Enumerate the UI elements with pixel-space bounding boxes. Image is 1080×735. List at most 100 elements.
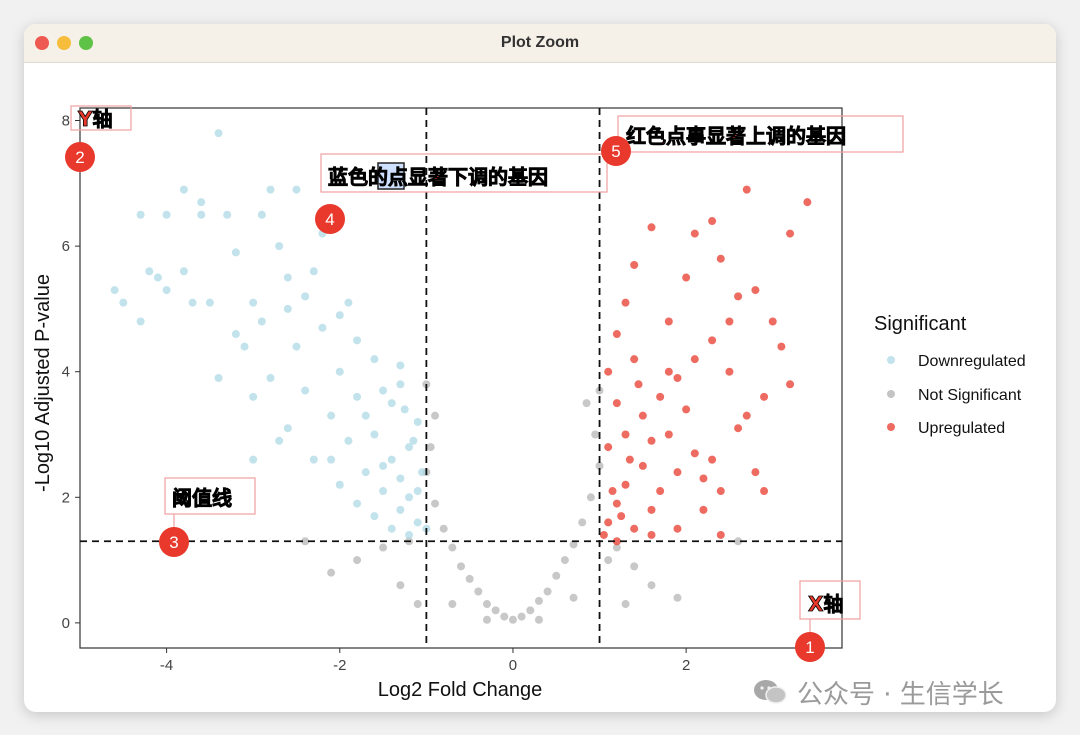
maximize-window-button[interactable] (79, 36, 93, 50)
data-point-downregulated (309, 267, 318, 276)
data-point-upregulated (634, 380, 643, 389)
annotation-blue-points: 蓝色的点显著下调的基因 4 (315, 153, 608, 234)
data-point-upregulated (673, 468, 682, 477)
annotation-label: 蓝色的点显著下调的基因 (328, 165, 548, 189)
legend-label-downregulated: Downregulated (918, 353, 1026, 370)
data-point-downregulated (400, 405, 409, 414)
data-point-upregulated (751, 286, 760, 295)
annotation-box (617, 115, 904, 153)
data-point-not-significant (457, 562, 465, 571)
data-point-downregulated (257, 210, 266, 219)
annotation-number: 1 (805, 638, 814, 657)
close-window-button[interactable] (35, 36, 49, 50)
data-point-downregulated (327, 411, 336, 420)
data-point-upregulated (682, 405, 691, 414)
data-point-upregulated (604, 518, 613, 527)
data-point-downregulated (214, 129, 223, 138)
volcano-plot: -4 -2 0 2 0 2 4 6 8 Log2 Fold Change -Log10 Adju… (32, 105, 1026, 701)
data-point-downregulated (266, 185, 275, 194)
data-point-not-significant (734, 537, 743, 546)
data-point-downregulated (145, 267, 154, 276)
data-point-downregulated (413, 487, 422, 496)
data-point-upregulated (621, 480, 630, 489)
data-point-downregulated (283, 273, 292, 282)
data-point-upregulated (699, 505, 708, 514)
annotation-label: X轴 (808, 592, 843, 616)
data-point-downregulated (179, 185, 188, 194)
data-point-not-significant (448, 543, 457, 552)
data-point-downregulated (162, 210, 171, 219)
minimize-window-button[interactable] (57, 36, 71, 50)
data-point-downregulated (413, 417, 422, 426)
data-point-downregulated (301, 292, 310, 301)
data-point-not-significant (543, 587, 552, 596)
window-title: Plot Zoom (500, 34, 580, 51)
annotation-badge (601, 136, 631, 166)
data-point-not-significant (465, 574, 474, 583)
data-point-not-significant (508, 615, 517, 624)
data-point-upregulated (673, 524, 682, 533)
data-point-not-significant (474, 587, 483, 596)
data-point-downregulated (370, 512, 379, 521)
data-point-not-significant (491, 606, 500, 615)
data-point-not-significant (426, 443, 435, 452)
data-point-upregulated (803, 198, 812, 207)
data-point-upregulated (786, 380, 795, 389)
data-point-upregulated (760, 487, 769, 496)
data-point-downregulated (249, 298, 258, 307)
data-point-downregulated (205, 298, 214, 307)
data-point-upregulated (708, 455, 717, 464)
legend-label-not-significant: Not Significant (918, 387, 1022, 404)
data-point-downregulated (344, 298, 353, 307)
data-point-downregulated (418, 468, 427, 477)
data-point-not-significant (595, 461, 604, 470)
plot-panel (79, 107, 843, 649)
wechat-icon (753, 678, 787, 706)
legend-key-downregulated (887, 356, 895, 364)
data-point-not-significant (396, 581, 405, 590)
data-point-not-significant (500, 612, 509, 621)
data-point-not-significant (482, 600, 491, 609)
data-point-not-significant (578, 518, 587, 527)
data-point-not-significant (612, 543, 621, 552)
data-point-upregulated (625, 455, 634, 464)
data-point-downregulated (335, 311, 344, 320)
data-point-downregulated (223, 210, 232, 219)
data-point-downregulated (387, 399, 396, 408)
data-point-downregulated (335, 480, 344, 489)
data-point-not-significant (517, 612, 526, 621)
data-point-not-significant (586, 493, 595, 502)
legend-key-upregulated (887, 423, 895, 431)
data-point-upregulated (664, 317, 673, 326)
x-axis-title: Log2 Fold Change (378, 679, 543, 701)
data-point-upregulated (751, 468, 760, 477)
axes: -4 -2 0 2 0 2 4 6 8 (62, 113, 691, 674)
y-axis-title: -Log10 Adjusted P-value (32, 274, 54, 492)
data-point-downregulated (249, 455, 258, 464)
data-point-downregulated (197, 198, 206, 207)
plot-zoom-window: Plot Zoom -4 -2 0 2 0 2 4 6 8 Log2 Fold Change -… (24, 24, 1056, 712)
data-point-upregulated (612, 399, 621, 408)
data-point-downregulated (379, 487, 388, 496)
y-tick-label: 2 (62, 489, 70, 506)
data-point-downregulated (387, 524, 396, 533)
data-point-upregulated (708, 217, 717, 226)
data-point-downregulated (275, 242, 284, 251)
data-point-downregulated (214, 374, 223, 382)
x-tick-label: -4 (160, 657, 173, 674)
data-point-downregulated (197, 210, 206, 219)
legend-title: Significant (874, 313, 967, 335)
x-tick-label: -2 (333, 657, 346, 674)
data-point-downregulated (301, 386, 310, 395)
data-point-downregulated (283, 424, 292, 433)
data-point-downregulated (409, 436, 418, 445)
annotation-number: 5 (611, 142, 620, 161)
data-point-upregulated (608, 487, 617, 496)
data-point-not-significant (448, 600, 457, 609)
x-tick-label: 0 (509, 657, 517, 674)
data-point-downregulated (405, 530, 414, 539)
y-tick-label: 4 (62, 364, 70, 381)
data-point-upregulated (742, 411, 751, 420)
data-point-not-significant (647, 581, 656, 590)
data-point-upregulated (725, 317, 734, 326)
